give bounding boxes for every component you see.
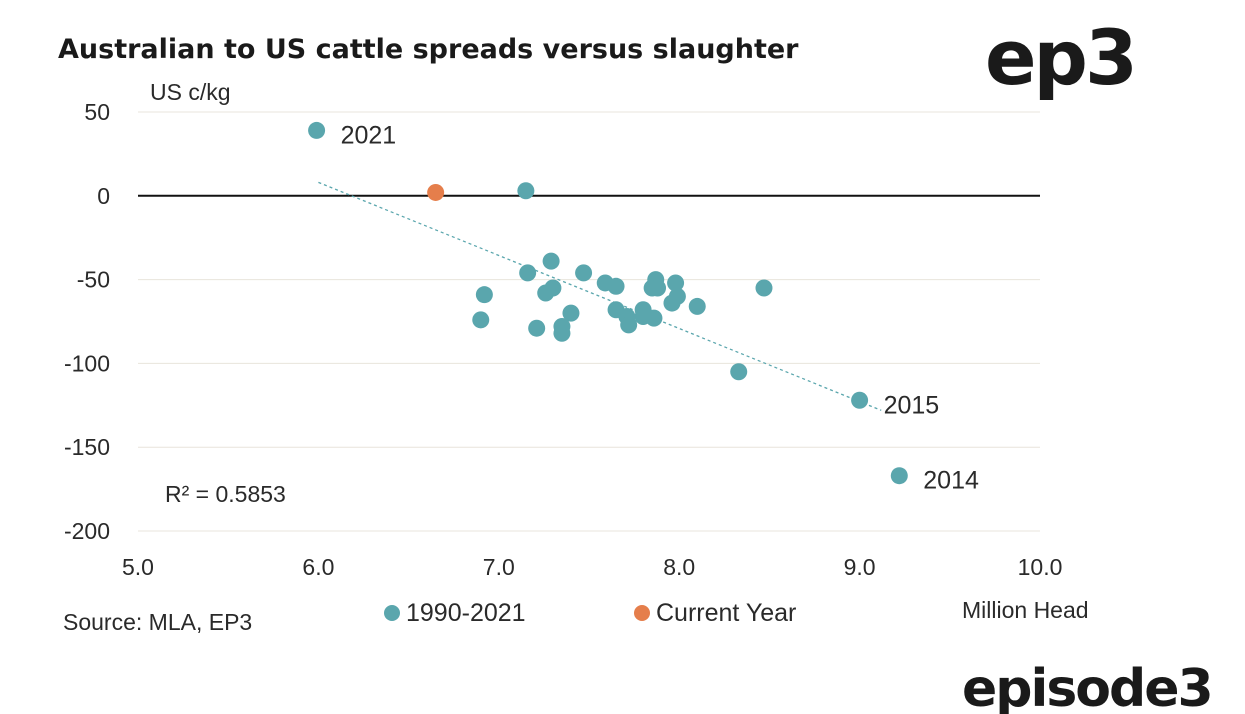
x-axis-label: Million Head [962,597,1089,623]
x-tick-label: 5.0 [122,554,154,580]
scatter-point [607,277,625,295]
current-year-point [427,183,445,201]
point-label: 2021 [341,121,397,149]
x-axis-ticks: 5.0 6.0 7.0 8.0 9.0 10.0 [122,554,1062,580]
legend-marker [634,605,650,621]
y-axis-ticks: 50 0 -50 -100 -150 -200 [64,99,110,544]
x-tick-label: 7.0 [483,554,515,580]
scatter-point [519,264,537,282]
scatter-point [645,309,663,327]
grid-lines [138,111,1040,532]
y-tick-label: -150 [64,434,110,460]
x-tick-label: 10.0 [1018,554,1063,580]
y-tick-label: -50 [77,267,110,293]
x-tick-label: 6.0 [302,554,334,580]
legend-marker [384,605,400,621]
scatter-point [544,279,562,297]
point-label: 2014 [923,467,979,495]
point-annotations: 2021 2015 2014 [341,121,979,494]
scatter-point [472,311,490,329]
y-tick-label: 0 [97,183,110,209]
scatter-point [755,279,773,297]
scatter-point [553,324,571,342]
scatter-point [562,304,580,322]
scatter-point [542,252,560,270]
scatter-point [528,319,546,337]
legend: 1990-2021 Current Year [384,599,796,627]
scatter-point [475,286,493,304]
scatter-point [517,182,535,200]
chart-title: Australian to US cattle spreads versus s… [58,34,799,65]
scatter-point [890,467,908,485]
x-tick-label: 9.0 [844,554,876,580]
scatter-point [668,287,686,305]
scatter-point [308,121,326,139]
scatter-point [688,297,706,315]
legend-label: Current Year [656,599,796,627]
y-tick-label: 50 [84,99,110,125]
trendline [318,181,882,411]
scatter-point [851,391,869,409]
y-tick-label: -100 [64,350,110,376]
scatter-point [730,363,748,381]
scatter-point [667,274,685,292]
scatter-point [620,316,638,334]
r-squared-label: R² = 0.5853 [165,481,286,507]
y-tick-label: -200 [64,518,110,544]
trendline-group [318,181,882,411]
y-axis-unit-label: US c/kg [150,79,231,105]
point-label: 2015 [884,391,940,419]
episode3-logo: episode3 [962,659,1212,714]
scatter-points [308,121,908,485]
ep3-logo: ep3 [985,13,1135,102]
source-note: Source: MLA, EP3 [63,609,252,635]
scatter-point [649,279,667,297]
x-tick-label: 8.0 [663,554,695,580]
scatter-point [575,264,593,282]
legend-label: 1990-2021 [406,599,526,627]
